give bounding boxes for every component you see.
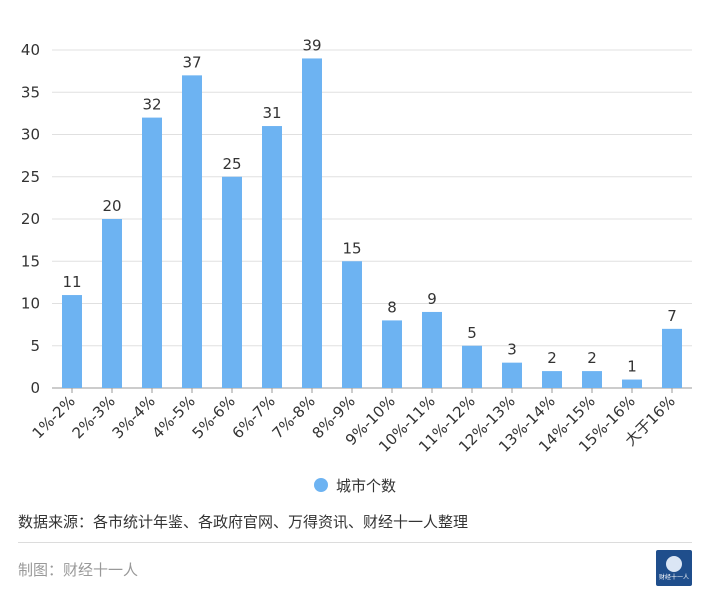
data-label: 5 [467,324,477,342]
legend: 城市个数 [0,474,710,496]
chart-credit: 制图：财经十一人 [18,561,139,579]
y-tick-label: 0 [30,379,40,397]
data-label: 37 [182,53,201,71]
bar [102,219,122,388]
publisher-logo: 财经十一人 [656,550,692,586]
bar [422,311,442,388]
globe-icon [666,555,682,572]
bar [302,58,322,388]
x-tick-label: 2%-3% [69,392,119,442]
bar-chart: 0510152025303540111%-2%202%-3%323%-4%374… [21,36,692,456]
data-label: 32 [142,96,161,114]
y-tick-label: 5 [30,337,40,355]
data-label: 39 [302,36,321,54]
bar [462,345,482,388]
data-label: 9 [427,290,437,308]
bar [382,320,402,388]
legend-label: 城市个数 [335,476,396,495]
y-tick-label: 15 [21,252,40,270]
data-source-note: 数据来源：各市统计年鉴、各政府官网、万得资讯、财经十一人整理 [18,513,469,531]
data-label: 31 [262,104,281,122]
bar [62,295,82,388]
legend-marker [313,478,328,492]
bar [262,126,282,389]
bar [502,362,522,388]
bar [662,328,682,388]
bar [582,371,602,388]
footer-divider [18,542,692,543]
y-tick-label: 10 [21,295,40,313]
bar [622,379,642,388]
y-tick-label: 20 [21,210,40,228]
bar [142,117,162,388]
y-tick-label: 30 [21,126,40,144]
bar [342,261,362,388]
data-label: 2 [587,349,597,367]
data-label: 8 [387,298,397,316]
x-tick-label: 5%-6% [189,392,239,442]
data-label: 2 [547,349,557,367]
x-tick-label: 4%-5% [149,392,199,442]
data-label: 7 [667,307,677,325]
x-tick-label: 6%-7% [229,392,279,442]
bar [182,75,202,388]
x-tick-label: 3%-4% [109,392,159,442]
y-tick-label: 40 [21,41,40,59]
y-tick-label: 25 [21,168,40,186]
y-tick-label: 35 [21,83,40,101]
data-label: 1 [627,358,637,376]
x-tick-label: 1%-2% [29,392,79,442]
data-label: 11 [62,273,81,291]
data-label: 25 [222,155,241,173]
data-label: 3 [507,341,517,359]
data-label: 15 [342,239,361,257]
data-label: 20 [102,197,121,215]
logo-text: 财经十一人 [658,573,689,581]
bar [542,371,562,388]
x-tick-label: 7%-8% [269,392,319,442]
bar [222,176,242,388]
